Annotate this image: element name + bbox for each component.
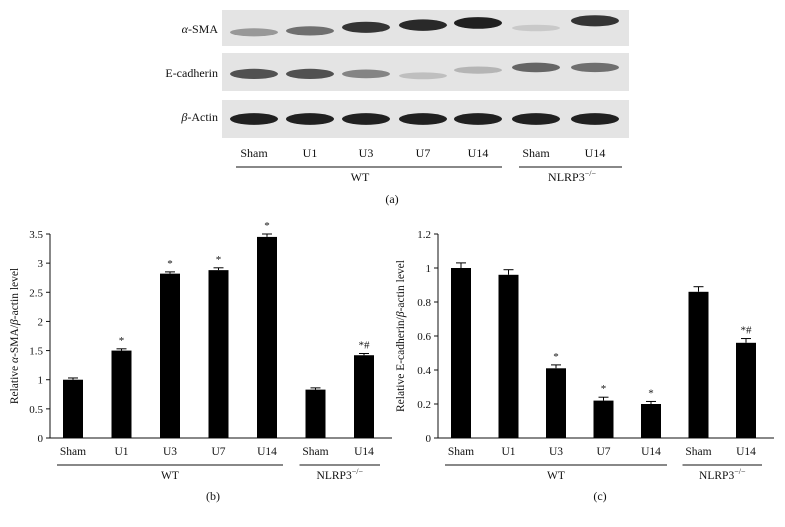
bar (257, 236, 277, 438)
blot-band (512, 62, 560, 73)
lane-label: U7 (416, 146, 431, 160)
blot-band (286, 68, 334, 79)
bar (451, 268, 471, 438)
y-tick-label: 1.5 (29, 346, 43, 358)
x-tick-label: Sham (685, 446, 711, 458)
y-tick-label: 0 (38, 433, 44, 445)
group-label: WT (161, 470, 179, 482)
blot-band (512, 113, 560, 125)
bar (736, 342, 756, 438)
x-tick-label: U1 (501, 446, 515, 458)
x-tick-label: Sham (60, 446, 86, 458)
significance-mark: * (167, 258, 173, 270)
lane-label: Sham (240, 146, 268, 160)
y-tick-label: 0.6 (417, 331, 431, 343)
group-label-wt: WT (351, 170, 370, 184)
blot-band (399, 19, 447, 31)
blot-band (454, 17, 502, 29)
bar (63, 379, 83, 438)
x-tick-label: U14 (354, 446, 374, 458)
x-tick-label: U1 (114, 446, 128, 458)
panel-label-a: (a) (385, 192, 398, 206)
y-tick-label: 2.5 (29, 287, 43, 299)
e-cadherin-bar-chart: 0 0.2 0.4 0.6 0.8 1 1.2 Relative E-cadherin/β-a… (395, 229, 774, 503)
x-tick-label: Sham (302, 446, 328, 458)
blot-row-label: β-Actin (180, 110, 218, 124)
x-tick-label: U3 (163, 446, 177, 458)
x-tick-label: U14 (257, 446, 277, 458)
blot-row-label: α-SMA (182, 22, 219, 36)
bar (641, 404, 661, 438)
significance-mark: * (601, 383, 607, 395)
blot-band (286, 113, 334, 125)
x-tick-label: U3 (549, 446, 563, 458)
x-tick-label: U7 (211, 446, 225, 458)
blot-band (571, 62, 619, 73)
blot-band (571, 113, 619, 125)
lane-label: U14 (468, 146, 489, 160)
blot-band (230, 28, 278, 37)
bar (208, 270, 229, 438)
western-blot-panel: α-SMA E-cadherin β-Actin Sham U1 U3 U7 U14 Sham U… (165, 10, 629, 206)
panel-label: (c) (593, 489, 606, 503)
blot-band (286, 26, 334, 36)
y-tick-label: 1 (38, 375, 44, 387)
blot-band (342, 69, 390, 79)
blot-band (399, 72, 447, 80)
blot-band (342, 21, 390, 33)
panel-label: (b) (206, 489, 220, 503)
lane-label: U14 (585, 146, 606, 160)
group-label: WT (547, 470, 565, 482)
y-tick-label: 0 (426, 433, 432, 445)
y-tick-label: 3 (38, 258, 44, 270)
bar (498, 274, 519, 438)
y-tick-label: 0.2 (417, 399, 431, 411)
blot-band (230, 68, 278, 79)
bar (354, 355, 374, 438)
significance-mark: * (553, 351, 559, 363)
blot-band (230, 113, 278, 125)
blot-band (571, 15, 619, 27)
significance-mark: *# (741, 325, 753, 337)
y-tick-label: 0.5 (29, 404, 43, 416)
lane-label: U3 (359, 146, 374, 160)
bar (305, 389, 326, 438)
x-tick-label: U7 (596, 446, 610, 458)
y-tick-label: 2 (38, 316, 44, 328)
group-label: NLRP3−/− (317, 467, 364, 482)
alpha-sma-bar-chart: 0 0.5 1 1.5 2 2.5 3 3.5 Relative α-SMA/β-actin l… (9, 220, 392, 503)
significance-mark: * (264, 220, 270, 232)
x-tick-label: U14 (641, 446, 661, 458)
blot-band (399, 113, 447, 125)
bar (111, 350, 132, 438)
bar (160, 273, 180, 438)
y-tick-label: 0.8 (417, 297, 431, 309)
significance-mark: *# (359, 339, 371, 351)
lane-label: U1 (303, 146, 318, 160)
lane-label: Sham (522, 146, 550, 160)
group-label-nlrp3: NLRP3−/− (548, 169, 596, 184)
group-label: NLRP3−/− (699, 467, 746, 482)
x-tick-label: U14 (736, 446, 756, 458)
significance-mark: * (216, 254, 222, 266)
significance-mark: * (648, 387, 654, 399)
blot-strip (222, 53, 629, 91)
y-tick-label: 1 (426, 263, 432, 275)
y-tick-label: 3.5 (29, 229, 43, 241)
blot-band (512, 24, 560, 32)
y-axis-label: Relative α-SMA/β-actin level (9, 268, 21, 404)
blot-band (342, 113, 390, 125)
blot-row-label: E-cadherin (165, 66, 218, 80)
y-axis-label: Relative E-cadherin/β-actin level (395, 260, 407, 412)
bar (593, 400, 614, 438)
x-tick-label: Sham (448, 446, 474, 458)
bar (546, 368, 566, 438)
y-tick-label: 1.2 (417, 229, 431, 241)
y-tick-label: 0.4 (417, 365, 431, 377)
significance-mark: * (119, 335, 125, 347)
bar (688, 291, 709, 438)
blot-band (454, 113, 502, 125)
blot-band (454, 66, 502, 74)
